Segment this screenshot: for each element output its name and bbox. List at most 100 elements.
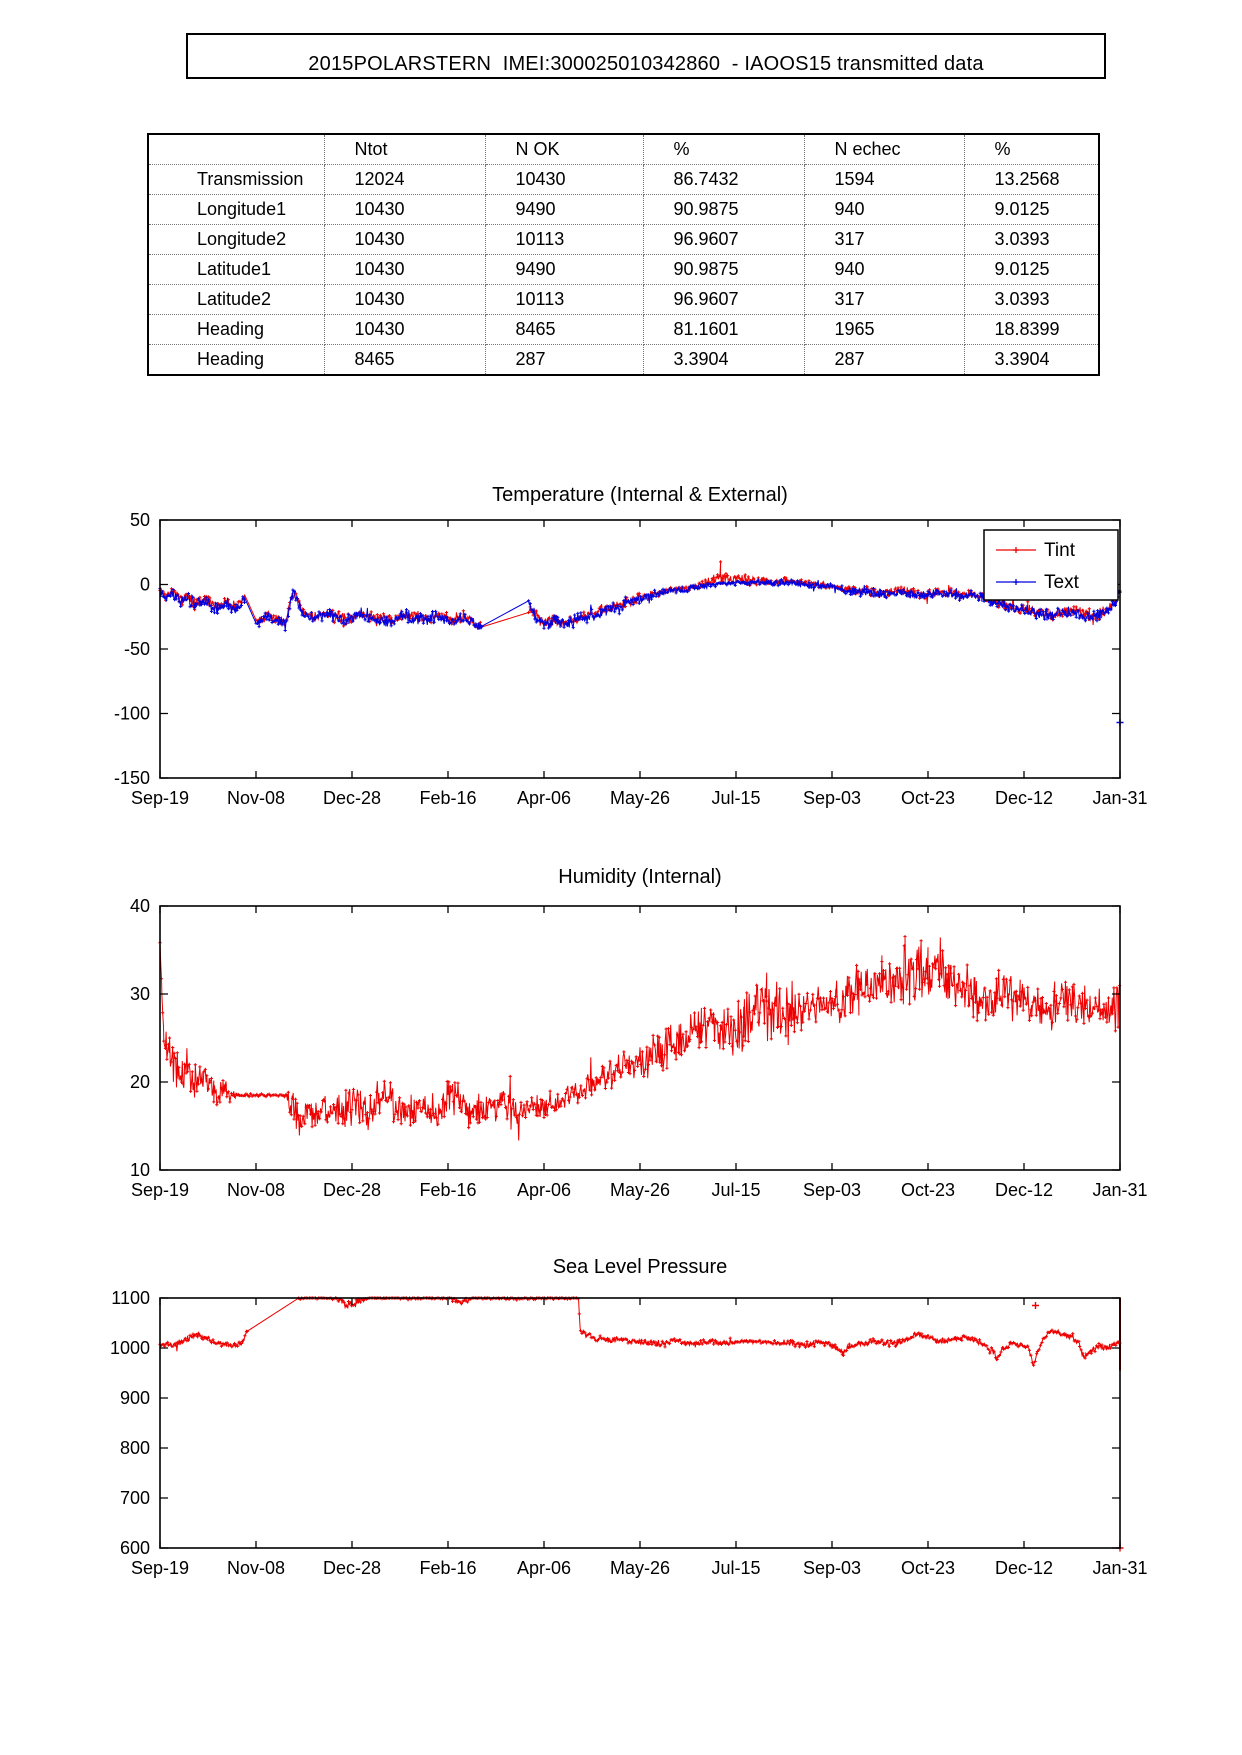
table-header-cell: %: [964, 134, 1099, 165]
x-tick-label: Dec-12: [995, 1558, 1053, 1578]
x-tick-label: Apr-06: [517, 1180, 571, 1200]
figure-title-box: 2015POLARSTERN IMEI:300025010342860 - IA…: [186, 33, 1106, 79]
table-cell: 287: [485, 344, 644, 375]
axis-ticks: [159, 519, 1121, 779]
y-tick-label: 1100: [111, 1288, 150, 1308]
x-tick-label: Sep-19: [131, 1180, 189, 1200]
x-tick-label: Apr-06: [517, 788, 571, 808]
legend-label: Text: [1044, 572, 1080, 593]
table-cell: 12024: [324, 164, 486, 195]
x-tick-label: Jul-15: [711, 788, 760, 808]
table-cell: 10113: [485, 224, 644, 255]
temperature-chart-title: Temperature (Internal & External): [492, 484, 788, 506]
x-tick-label: Nov-08: [227, 788, 285, 808]
table-cell: 10430: [324, 224, 486, 255]
table-cell: 10430: [324, 314, 486, 345]
legend-box: [983, 529, 1119, 601]
axis-ticks: [159, 905, 1121, 1171]
table-cell: 81.1601: [643, 314, 805, 345]
y-tick-label: 1000: [110, 1338, 150, 1358]
series-SLP-line: [159, 1296, 1121, 1366]
plot-frame: [159, 1297, 1121, 1549]
x-tick-label: Apr-06: [517, 1558, 571, 1578]
table-cell: 1965: [804, 314, 965, 345]
x-tick-label: Dec-28: [323, 788, 381, 808]
y-tick-label: 0: [140, 575, 150, 595]
x-tick-label: May-26: [610, 1558, 670, 1578]
pressure-chart: Sep-19 Nov-08 Dec-28 Feb-16 Apr-06 May-26 Jul-…: [110, 1288, 1148, 1578]
table-row-label: Longitude2: [148, 224, 325, 255]
x-tick-label: Sep-03: [803, 1180, 861, 1200]
x-tick-label: Dec-28: [323, 1180, 381, 1200]
axis-ticks: [159, 1297, 1121, 1549]
humidity-chart: Sep-19 Nov-08 Dec-28 Feb-16 Apr-06 May-26 Jul-…: [130, 896, 1148, 1200]
x-tick-label: Nov-08: [227, 1180, 285, 1200]
stats-table: Ntot N OK% N echec% Transmission 12024 10430…: [147, 133, 1100, 376]
table-header-row: Ntot N OK% N echec%: [148, 134, 1099, 165]
table-row: Heading 8465 287 3.3904 287 3.3904: [148, 344, 1099, 375]
legend-swatch-marker: [1013, 547, 1019, 553]
table-row: Latitude2 10430 10113 96.9607 317 3.0393: [148, 284, 1099, 315]
table-cell: 3.3904: [994, 349, 1050, 369]
table-row: Longitude1 10430 9490 90.9875 940 9.0125: [148, 194, 1099, 225]
table-row-label: Heading: [148, 314, 325, 345]
x-tick-label: Oct-23: [901, 1180, 955, 1200]
x-tick-label: Feb-16: [419, 1558, 476, 1578]
legend-label: Tint: [1044, 540, 1076, 561]
table-row-label: Transmission: [148, 164, 325, 195]
x-tick-label: Sep-19: [131, 1558, 189, 1578]
table-cell: 18.8399: [964, 314, 1099, 345]
y-tick-label: 20: [130, 1072, 150, 1092]
y-tick-label: 900: [120, 1388, 150, 1408]
x-tick-label: Feb-16: [419, 1180, 476, 1200]
y-tick-label: 800: [120, 1438, 150, 1458]
table-cell: 90.9875: [643, 254, 805, 285]
table-cell: 8465: [324, 344, 486, 375]
table-row-label: Heading: [148, 344, 325, 375]
x-tick-label: Oct-23: [901, 788, 955, 808]
table-cell: 10430: [324, 284, 486, 315]
x-tick-label: Jan-31: [1092, 788, 1147, 808]
x-tick-label: Oct-23: [901, 1558, 955, 1578]
x-tick-label: Dec-28: [323, 1558, 381, 1578]
x-tick-label: Jul-15: [711, 1180, 760, 1200]
table-cell: 10113: [485, 284, 644, 315]
y-tick-label: 700: [120, 1488, 150, 1508]
stats-table-body: Transmission 12024 10430 86.7432 1594 13.2568…: [148, 164, 1099, 375]
table-row: Transmission 12024 10430 86.7432 1594 13.2568: [148, 164, 1099, 195]
table-row-label: Latitude2: [148, 284, 325, 315]
table-cell: 940: [804, 194, 965, 225]
table-cell: 96.9607: [643, 284, 805, 315]
y-tick-label: 600: [120, 1538, 150, 1558]
x-tick-label: Dec-12: [995, 788, 1053, 808]
x-tick-label: May-26: [610, 1180, 670, 1200]
y-tick-label: 30: [130, 984, 150, 1004]
x-tick-label: Sep-19: [131, 788, 189, 808]
outlier-marker: [1032, 1302, 1039, 1309]
y-tick-label: 10: [130, 1160, 150, 1180]
series-Hint-line: [159, 936, 1121, 1141]
humidity-chart-title: Humidity (Internal): [558, 866, 722, 888]
x-tick-label: Jul-15: [711, 1558, 760, 1578]
table-cell: 86.7432: [643, 164, 805, 195]
stats-table-head: Ntot N OK% N echec%: [148, 134, 1099, 165]
table-cell: 8465: [485, 314, 644, 345]
table-cell: 9.0125: [964, 194, 1099, 225]
table-cell: 1594: [804, 164, 965, 195]
table-row-label: Longitude1: [148, 194, 325, 225]
table-cell: 287: [804, 344, 965, 375]
x-tick-label: Nov-08: [227, 1558, 285, 1578]
plot-frame: [159, 519, 1121, 779]
y-tick-label: -50: [124, 639, 150, 659]
table-cell: 13.2568: [964, 164, 1099, 195]
y-tick-label: -100: [114, 704, 150, 724]
series-Hint-markers: [158, 935, 1122, 1130]
table-row: Latitude1 10430 9490 90.9875 940 9.0125: [148, 254, 1099, 285]
table-cell: 940: [804, 254, 965, 285]
series-Text-markers: [158, 578, 1122, 633]
x-tick-label: Feb-16: [419, 788, 476, 808]
table-cell: 317: [804, 224, 965, 255]
x-tick-label: Jan-31: [1092, 1558, 1147, 1578]
y-tick-label: 50: [130, 510, 150, 530]
